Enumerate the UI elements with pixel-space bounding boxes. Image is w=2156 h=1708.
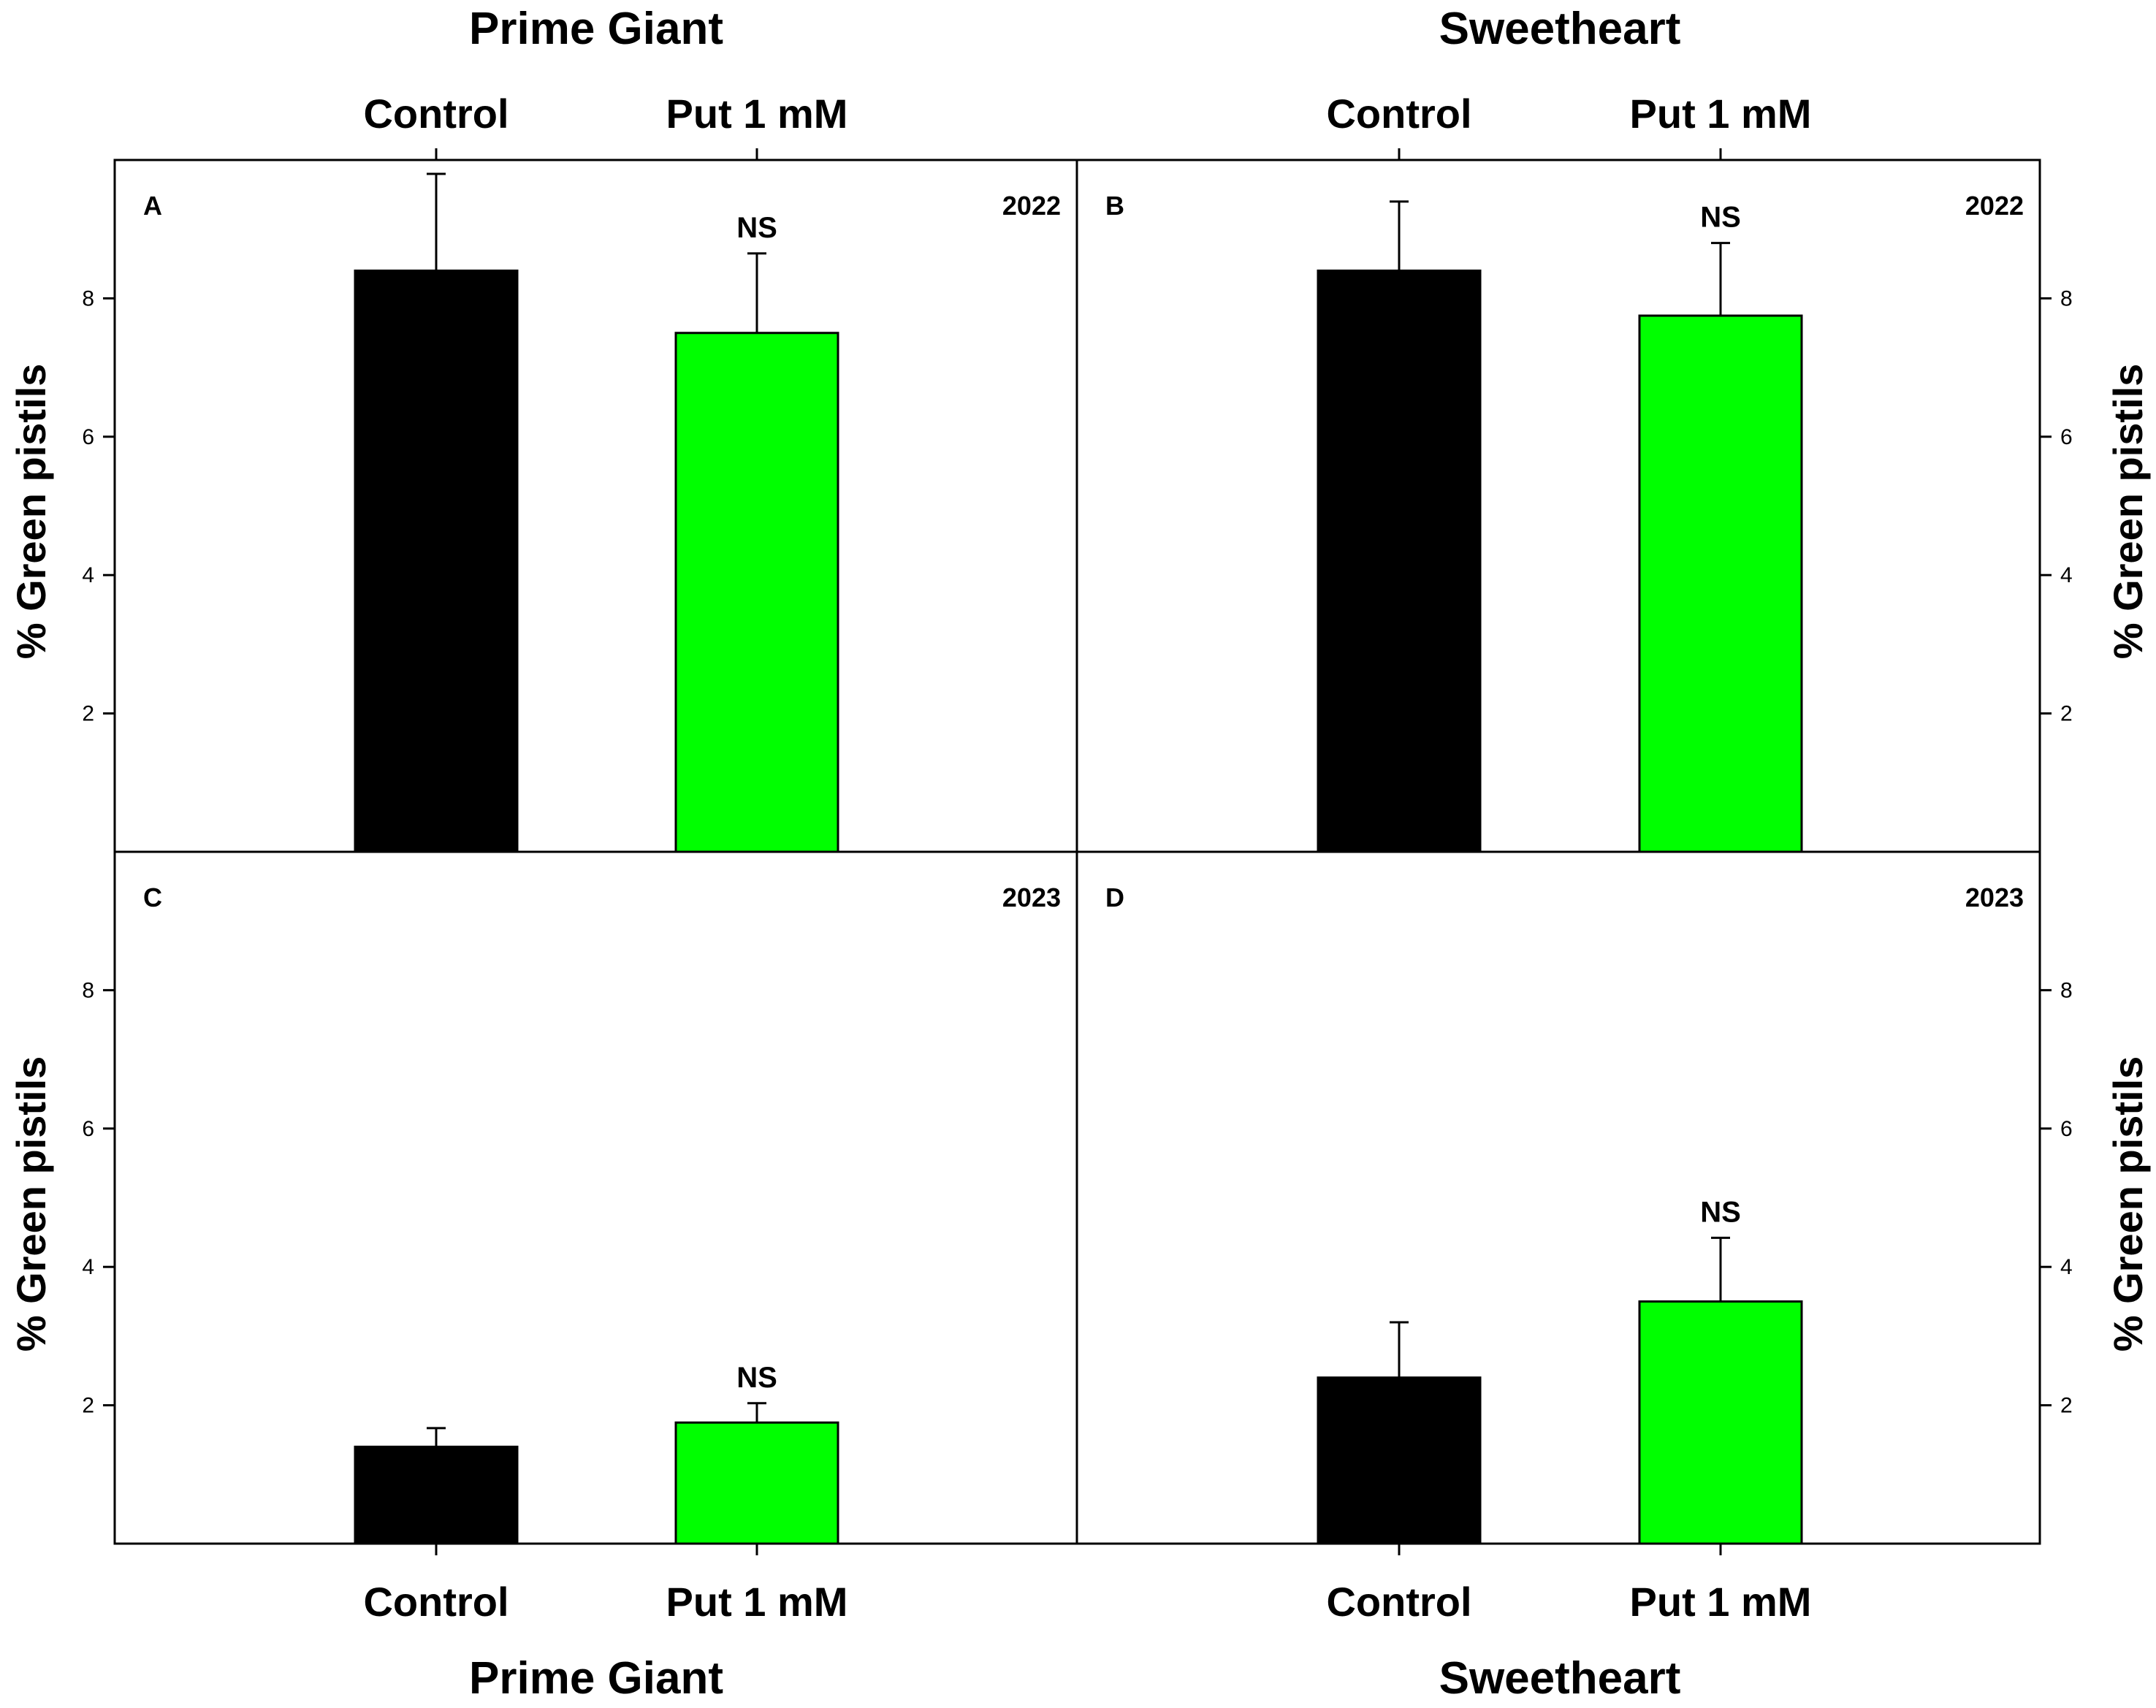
panel-label-c: C bbox=[143, 882, 162, 912]
chart-marks: 2 4 6 8 NS A 2022 2 4 6 8 NS B 2022 2 4 6 8 NS C 2023 2 4 6 8 NS D… bbox=[82, 172, 2073, 1545]
y-tick-label-a-8: 8 bbox=[82, 286, 94, 310]
top-label-put-left: Put 1 mM bbox=[666, 91, 848, 137]
bar-c-put bbox=[674, 1421, 839, 1545]
bottom-label-control-left: Control bbox=[363, 1579, 508, 1625]
bar-d-control bbox=[1317, 1376, 1482, 1545]
panel-year-d: 2023 bbox=[1965, 882, 2024, 912]
y-tick-label-d-2: 2 bbox=[2060, 1394, 2073, 1418]
y-axis-label-left-top: % Green pistils bbox=[8, 364, 54, 660]
panel-label-b: B bbox=[1105, 191, 1124, 221]
top-title-sweetheart: Sweetheart bbox=[1439, 4, 1681, 54]
significance-label-b: NS bbox=[1700, 202, 1741, 234]
y-tick-label-d-4: 4 bbox=[2060, 1255, 2073, 1279]
top-label-control-right: Control bbox=[1326, 91, 1471, 137]
bar-b-control bbox=[1317, 270, 1482, 853]
panel-year-b: 2022 bbox=[1965, 191, 2024, 221]
y-tick-label-b-2: 2 bbox=[2060, 702, 2073, 726]
y-axis-label-right-top: % Green pistils bbox=[2105, 364, 2151, 660]
significance-label-c: NS bbox=[736, 1362, 777, 1394]
significance-label-d: NS bbox=[1700, 1196, 1741, 1228]
y-tick-label-b-8: 8 bbox=[2060, 286, 2073, 310]
y-tick-label-a-6: 6 bbox=[82, 425, 94, 449]
panel-year-c: 2023 bbox=[1002, 882, 1061, 912]
bottom-label-put-right: Put 1 mM bbox=[1630, 1579, 1812, 1625]
bottom-title-prime-giant: Prime Giant bbox=[469, 1653, 723, 1704]
bar-d-put bbox=[1638, 1300, 1803, 1545]
panel-label-d: D bbox=[1105, 882, 1124, 912]
y-axis-label-left-bottom: % Green pistils bbox=[8, 1056, 54, 1352]
panel-label-a: A bbox=[143, 191, 162, 221]
y-axis-label-right-bottom: % Green pistils bbox=[2105, 1056, 2151, 1352]
y-tick-label-d-8: 8 bbox=[2060, 978, 2073, 1002]
top-title-prime-giant: Prime Giant bbox=[469, 4, 723, 54]
bar-a-put bbox=[674, 332, 839, 853]
bottom-label-put-left: Put 1 mM bbox=[666, 1579, 848, 1625]
bottom-title-sweetheart: Sweetheart bbox=[1439, 1653, 1681, 1704]
significance-label-a: NS bbox=[736, 212, 777, 244]
bar-c-control bbox=[354, 1445, 519, 1545]
y-tick-label-a-2: 2 bbox=[82, 702, 94, 726]
bar-b-put bbox=[1638, 314, 1803, 853]
y-tick-label-b-6: 6 bbox=[2060, 425, 2073, 449]
y-tick-label-c-6: 6 bbox=[82, 1117, 94, 1141]
y-tick-label-d-6: 6 bbox=[2060, 1117, 2073, 1141]
y-tick-label-c-2: 2 bbox=[82, 1394, 94, 1418]
bar-a-control bbox=[354, 270, 519, 853]
panel-year-a: 2022 bbox=[1002, 191, 1061, 221]
y-tick-label-c-4: 4 bbox=[82, 1255, 94, 1279]
y-tick-label-c-8: 8 bbox=[82, 978, 94, 1002]
y-tick-label-a-4: 4 bbox=[82, 563, 94, 587]
bottom-label-control-right: Control bbox=[1326, 1579, 1471, 1625]
top-label-put-right: Put 1 mM bbox=[1630, 91, 1812, 137]
y-tick-label-b-4: 4 bbox=[2060, 563, 2073, 587]
top-label-control-left: Control bbox=[363, 91, 508, 137]
